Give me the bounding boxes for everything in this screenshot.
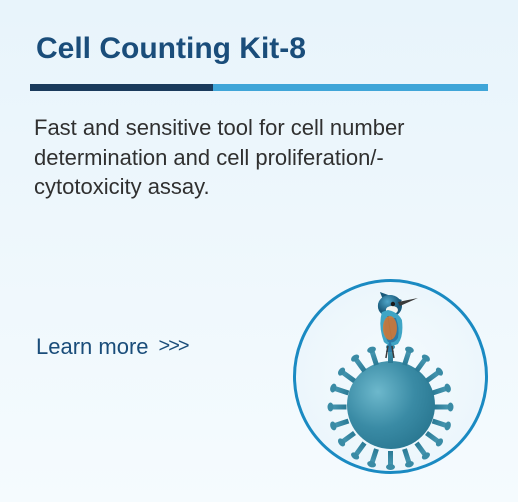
virus-spike (331, 405, 347, 410)
virus-spike (333, 418, 350, 428)
bottom-row: Learn more >>> (30, 279, 488, 474)
kingfisher-bird-icon (359, 284, 433, 362)
divider-light-segment (213, 84, 488, 91)
product-image-circle (293, 279, 488, 474)
product-card: Cell Counting Kit-8 Fast and sensitive t… (0, 0, 518, 502)
card-description: Fast and sensitive tool for cell number … (30, 113, 488, 202)
virus-body (347, 361, 435, 449)
virus-spike (414, 441, 427, 457)
virus-spike (432, 418, 449, 428)
chevron-right-icon: >>> (159, 335, 188, 358)
divider-dark-segment (30, 84, 213, 91)
virus-spike (402, 448, 412, 465)
virus-spike (333, 386, 350, 396)
virus-spike (353, 441, 366, 457)
virus-spike (432, 386, 449, 396)
virus-spike (370, 448, 380, 465)
learn-more-link[interactable]: Learn more >>> (30, 334, 188, 360)
card-title: Cell Counting Kit-8 (30, 32, 488, 66)
virus-spike (388, 451, 393, 467)
virus-spike (425, 431, 441, 444)
learn-more-label: Learn more (36, 334, 149, 360)
virus-spike (425, 370, 441, 383)
virus-spike (435, 405, 451, 410)
divider (30, 84, 488, 91)
virus-spike (340, 370, 356, 383)
virus-spike (340, 431, 356, 444)
